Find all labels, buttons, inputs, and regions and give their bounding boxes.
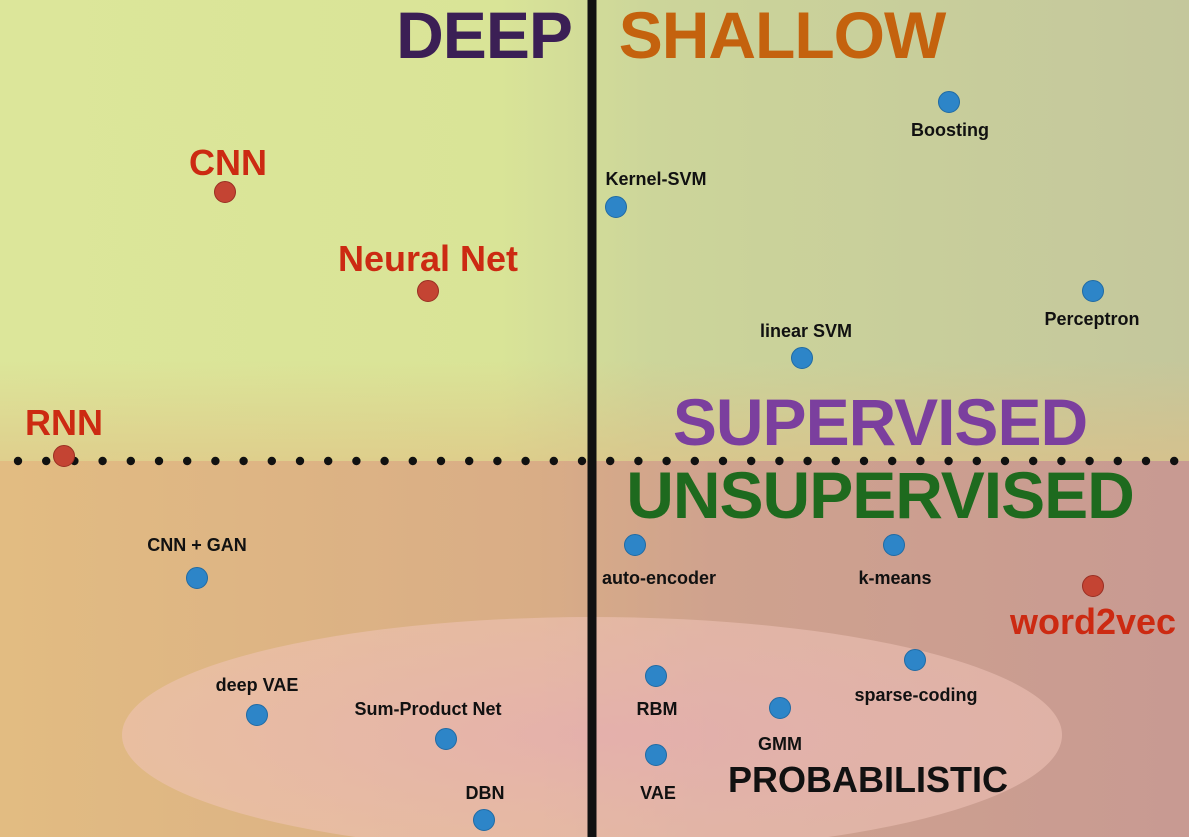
supervised-label: SUPERVISED — [672, 385, 1088, 459]
divider-dot — [521, 456, 530, 466]
divider-dot — [352, 456, 361, 466]
unsupervised-label: UNSUPERVISED — [626, 458, 1135, 532]
linear-svm-dot — [791, 347, 813, 369]
dbn-label: DBN — [465, 783, 505, 803]
boosting-label: Boosting — [911, 120, 989, 140]
cnn-gan-dot — [186, 567, 208, 589]
divider-dot — [634, 456, 643, 466]
rnn-dot — [53, 445, 75, 467]
perceptron-label: Perceptron — [1044, 309, 1140, 329]
dbn-dot — [473, 809, 495, 831]
divider-dot — [183, 456, 192, 466]
supervised-unsupervised-divider — [13, 456, 1179, 466]
k-means-dot — [883, 534, 905, 556]
vae-label: VAE — [640, 783, 676, 803]
divider-dot — [606, 456, 615, 466]
vae-dot — [645, 744, 667, 766]
deep-label: DEEP — [396, 0, 573, 72]
rnn-label: RNN — [25, 402, 103, 443]
divider-dot — [408, 456, 417, 466]
divider-dot — [577, 456, 587, 466]
perceptron-dot — [1082, 280, 1104, 302]
divider-dot — [1113, 456, 1123, 466]
neural-net-dot — [417, 280, 439, 302]
divider-dot — [239, 456, 248, 466]
rbm-dot — [645, 665, 667, 687]
divider-dot — [126, 456, 135, 466]
cnn-dot — [214, 181, 236, 203]
divider-dot — [1085, 456, 1094, 466]
auto-encoder-dot — [624, 534, 646, 556]
divider-dot — [690, 456, 699, 466]
auto-encoder-label: auto-encoder — [601, 568, 717, 588]
divider-dot — [295, 456, 305, 466]
gmm-dot — [769, 697, 791, 719]
divider-dot — [662, 456, 671, 466]
divider-dot — [972, 456, 981, 466]
deep-vae-label: deep VAE — [215, 675, 299, 695]
probabilistic-label: PROBABILISTIC — [727, 759, 1009, 800]
sum-product-net-dot — [435, 728, 457, 750]
divider-dot — [324, 456, 333, 466]
divider-dot — [1141, 456, 1151, 466]
divider-dot — [380, 456, 389, 466]
divider-dot — [859, 456, 869, 466]
divider-dot — [1029, 456, 1038, 466]
cnn-label: CNN — [189, 142, 267, 183]
divider-dot — [436, 456, 446, 466]
divider-dot — [775, 456, 784, 466]
sparse-coding-label: sparse-coding — [854, 685, 978, 705]
divider-dot — [831, 456, 840, 466]
rbm-label: RBM — [636, 699, 678, 719]
divider-dot — [42, 456, 51, 466]
cnn-gan-label: CNN + GAN — [147, 535, 247, 555]
divider-dot — [211, 456, 220, 466]
divider-dot — [493, 456, 502, 466]
divider-dot — [916, 456, 925, 466]
sparse-coding-dot — [904, 649, 926, 671]
divider-dot — [944, 456, 953, 466]
divider-dot — [747, 456, 756, 466]
divider-dot — [549, 456, 558, 466]
boosting-dot — [938, 91, 960, 113]
kernel-svm-label: Kernel-SVM — [605, 169, 707, 189]
shallow-label: SHALLOW — [618, 0, 947, 72]
divider-dot — [888, 456, 897, 466]
divider-dot — [718, 456, 728, 466]
sum-product-net-label: Sum-Product Net — [354, 699, 502, 719]
gmm-label: GMM — [758, 734, 802, 754]
word2vec-dot — [1082, 575, 1104, 597]
deep-vae-dot — [246, 704, 268, 726]
divider-dot — [1170, 456, 1179, 466]
divider-dot — [267, 456, 276, 466]
divider-dot — [465, 456, 474, 466]
divider-dot — [13, 456, 23, 466]
divider-dot — [1057, 456, 1066, 466]
word2vec-label: word2vec — [1009, 601, 1177, 642]
kernel-svm-dot — [605, 196, 627, 218]
divider-dot — [154, 456, 164, 466]
divider-dot — [98, 456, 107, 466]
method-dots — [53, 91, 1104, 831]
divider-dot — [1000, 456, 1010, 466]
divider-dot — [803, 456, 812, 466]
linear-svm-label: linear SVM — [759, 321, 853, 341]
neural-net-label: Neural Net — [337, 238, 519, 279]
k-means-label: k-means — [858, 568, 932, 588]
